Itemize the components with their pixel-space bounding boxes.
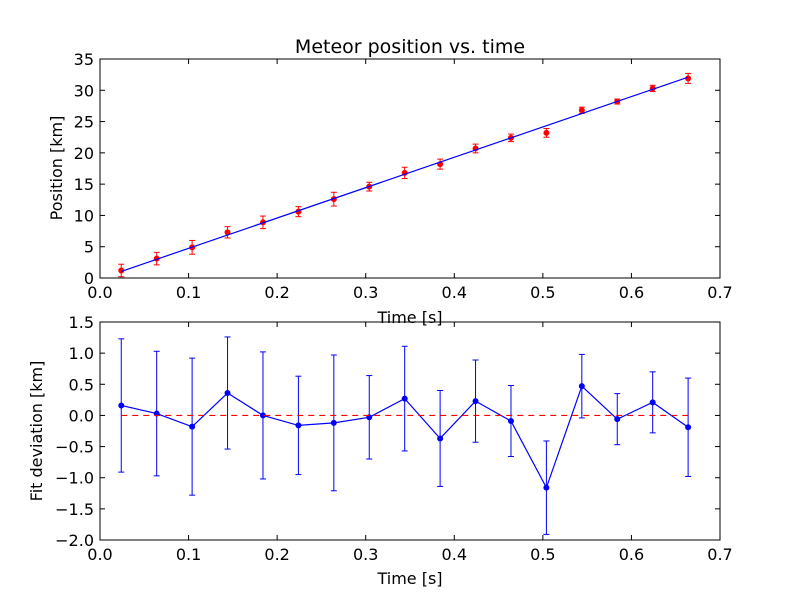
data-point	[437, 435, 444, 442]
x-tick-label: 0.6	[619, 283, 644, 302]
x-tick-label: 0.7	[707, 545, 732, 564]
x-axis-label: Time [s]	[376, 569, 442, 588]
x-tick-label: 0.0	[87, 283, 112, 302]
data-point	[685, 424, 692, 431]
data-point	[295, 422, 302, 429]
x-tick-label: 0.3	[353, 545, 378, 564]
y-tick-label: 5	[84, 238, 94, 257]
plot-marks	[118, 72, 692, 278]
data-point	[189, 423, 196, 430]
data-point	[578, 107, 585, 114]
y-tick-label: 20	[74, 144, 94, 163]
data-point	[153, 410, 160, 417]
data-point	[507, 418, 514, 425]
x-tick-label: 0.4	[442, 545, 467, 564]
y-tick-label: 25	[74, 113, 94, 132]
y-tick-label: −1.0	[55, 469, 94, 488]
data-point	[401, 395, 408, 402]
x-tick-label: 0.0	[87, 545, 112, 564]
x-tick-label: 0.2	[264, 283, 289, 302]
x-axis-label: Time [s]	[376, 308, 442, 327]
data-point	[330, 419, 337, 426]
y-tick-label: 1.5	[69, 313, 94, 332]
x-tick-label: 0.3	[353, 283, 378, 302]
y-axis-label: Position [km]	[47, 116, 66, 221]
plot-frame	[99, 321, 721, 541]
x-tick-label: 0.2	[264, 545, 289, 564]
y-tick-label: 0.5	[69, 375, 94, 394]
data-point	[649, 399, 656, 406]
chart-title: Meteor position vs. time	[295, 36, 525, 58]
data-point	[685, 75, 692, 82]
x-tick-label: 0.4	[442, 283, 467, 302]
y-tick-label: 15	[74, 175, 94, 194]
y-tick-label: 30	[74, 81, 94, 100]
x-tick-label: 0.1	[176, 545, 201, 564]
y-tick-label: −0.5	[55, 438, 94, 457]
y-axis: 1.5 1.0 0.5 0.0 −0.5 −1.0 −1.5 −2.0	[55, 313, 720, 550]
y-tick-label: 1.0	[69, 344, 94, 363]
x-tick-label: 0.7	[707, 283, 732, 302]
data-point	[366, 414, 373, 421]
data-point	[614, 416, 621, 423]
x-tick-label: 0.5	[530, 283, 555, 302]
x-tick-label: 0.6	[619, 545, 644, 564]
y-tick-label: 10	[74, 206, 94, 225]
fit-line	[121, 76, 689, 272]
x-tick-label: 0.5	[530, 545, 555, 564]
data-point	[224, 390, 231, 397]
data-point	[472, 398, 479, 405]
y-axis-label: Fit deviation [km]	[27, 361, 46, 502]
x-axis: 0.0 0.1 0.2 0.3 0.4 0.5 0.6 0.7	[87, 59, 733, 302]
x-axis: 0.0 0.1 0.2 0.3 0.4 0.5 0.6 0.7	[87, 322, 733, 564]
data-point	[118, 402, 125, 409]
y-tick-label: 0	[84, 269, 94, 288]
y-tick-label: −2.0	[55, 531, 94, 550]
data-point	[543, 484, 550, 491]
y-tick-label: 35	[74, 50, 94, 69]
y-axis: 0 5 10 15 20 25 30 35	[74, 50, 720, 288]
data-point	[543, 129, 550, 136]
deviation-chart: 0.0 0.1 0.2 0.3 0.4 0.5 0.6 0.7 1.5 1.0 0.5 0.0 −0.…	[27, 313, 733, 588]
y-tick-label: 0.0	[69, 406, 94, 425]
plot-frame	[99, 58, 721, 279]
data-point	[578, 383, 585, 390]
y-tick-label: −1.5	[55, 500, 94, 519]
x-tick-label: 0.1	[176, 283, 201, 302]
plot-marks	[118, 336, 692, 535]
